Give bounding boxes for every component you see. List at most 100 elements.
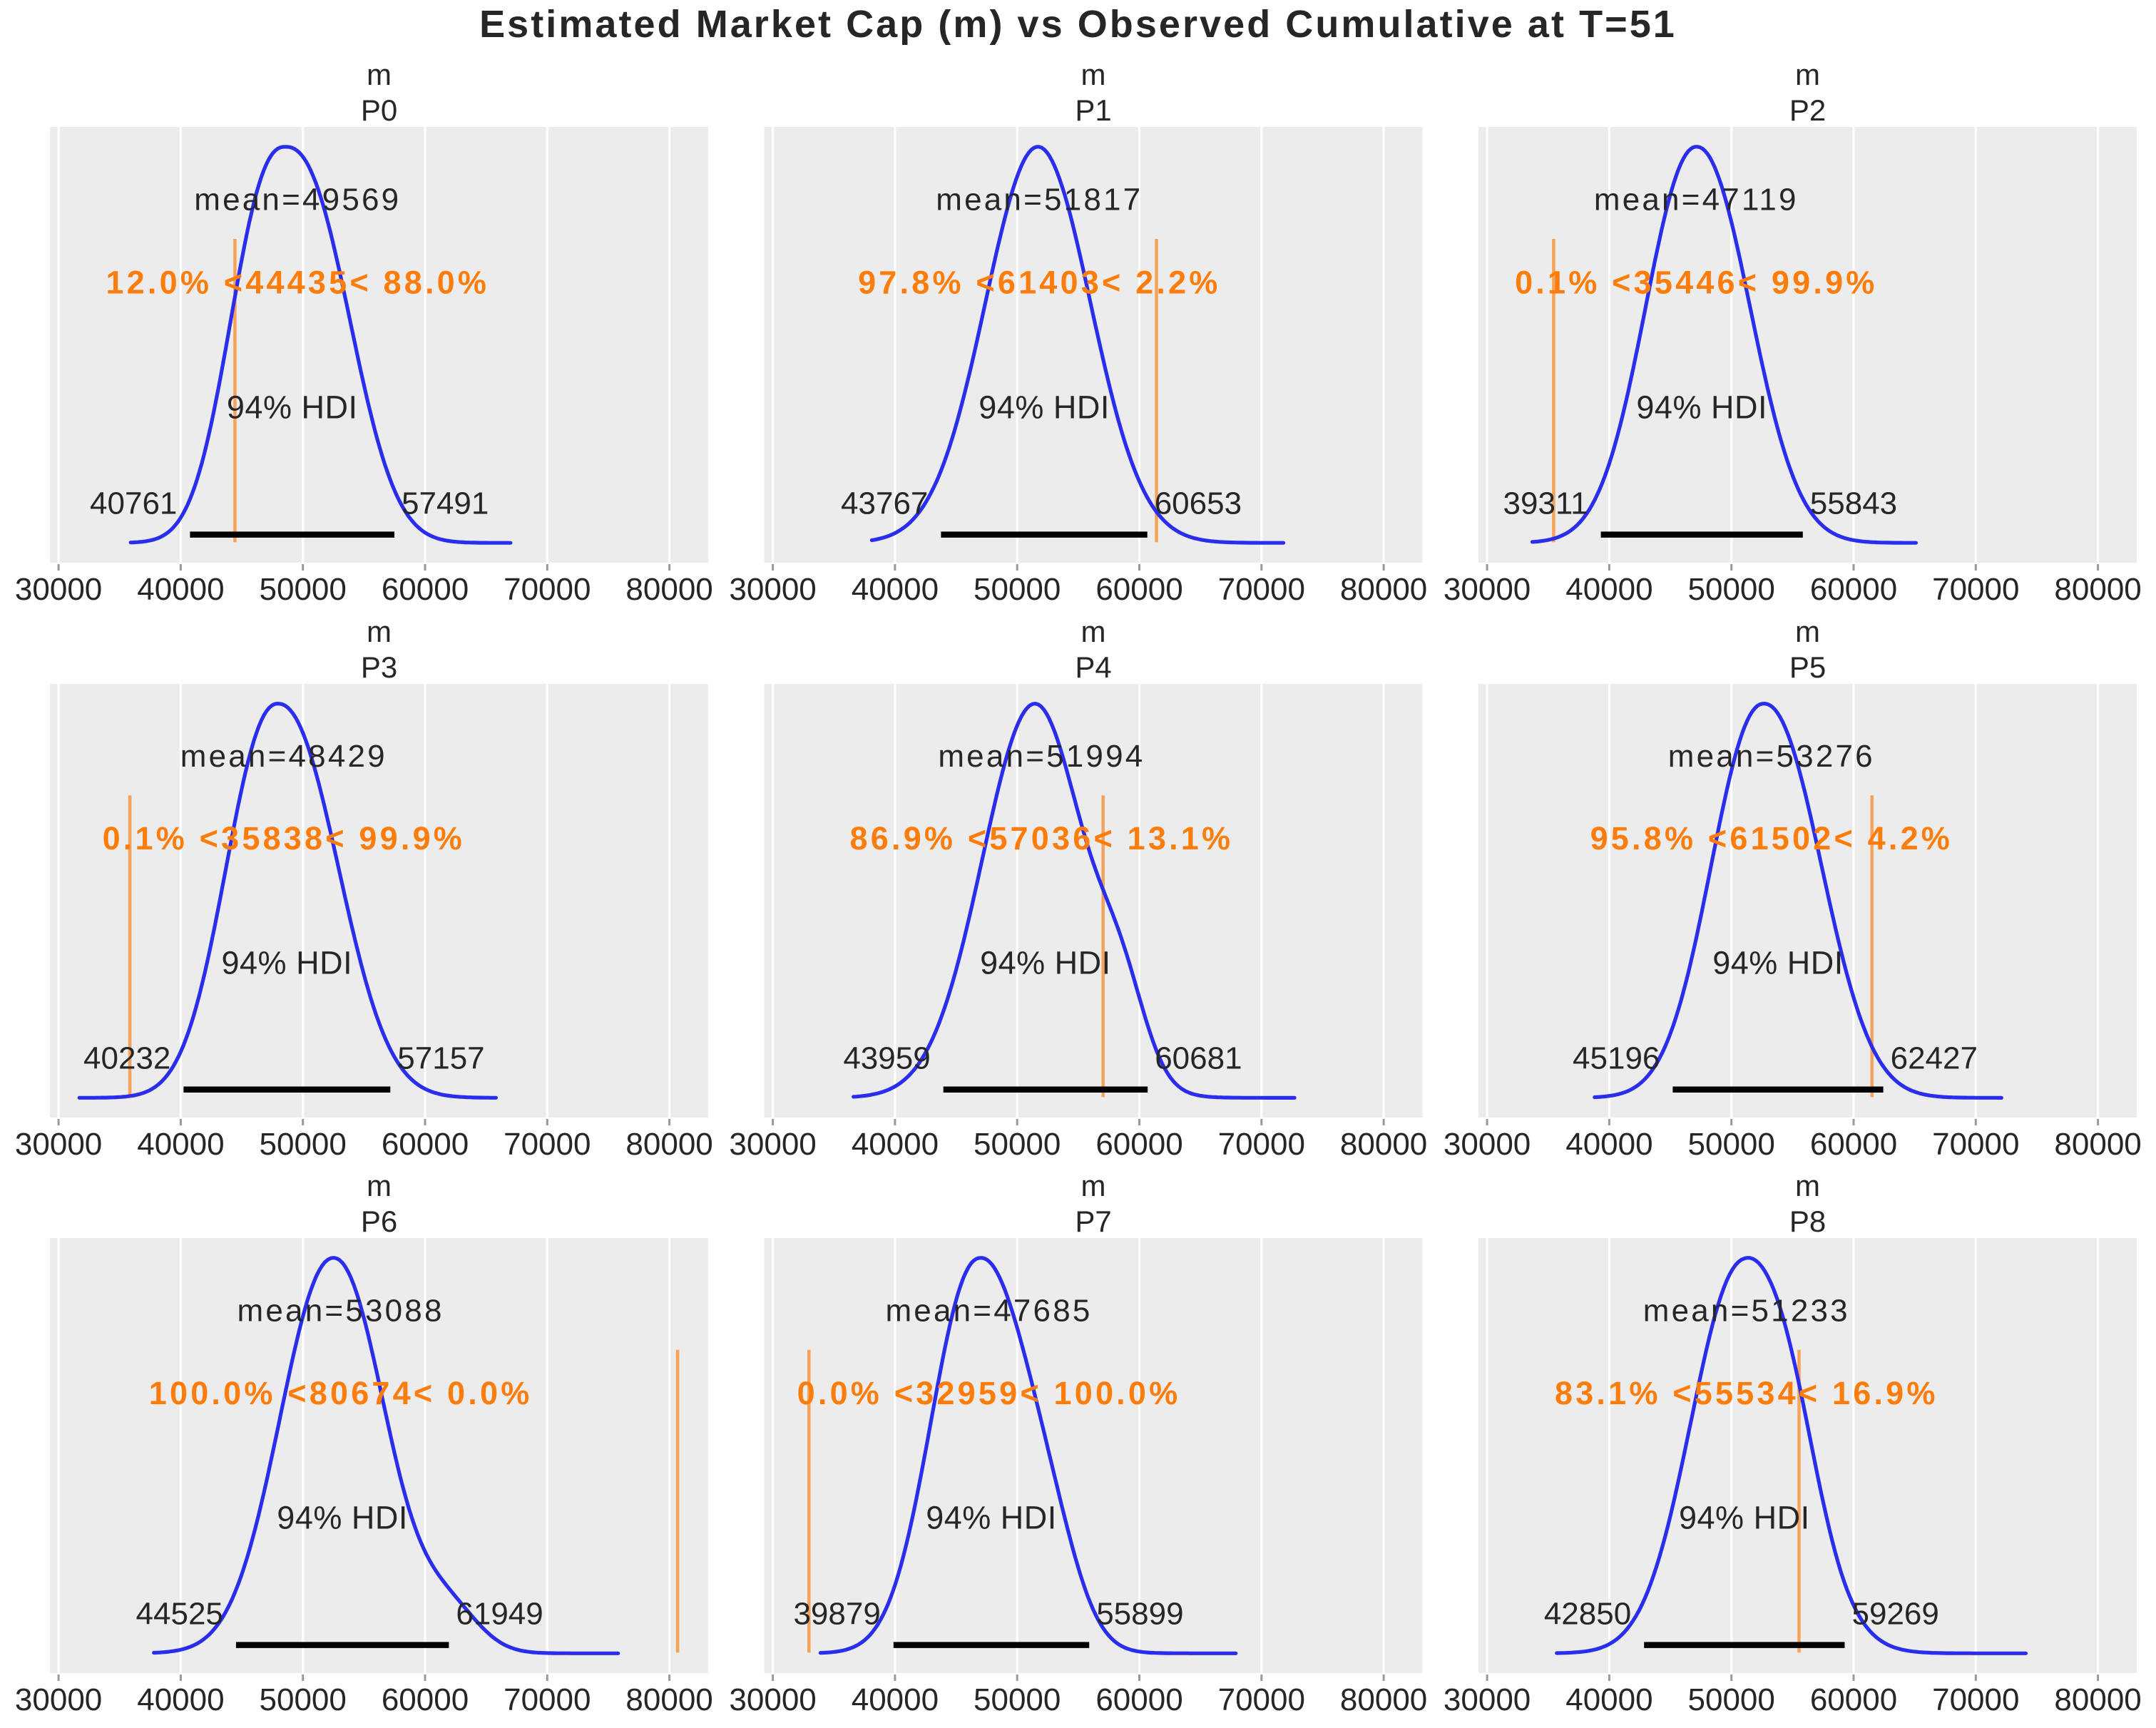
svg-text:60000: 60000: [382, 1127, 469, 1162]
svg-text:57157: 57157: [397, 1041, 484, 1076]
svg-text:94% HDI: 94% HDI: [1679, 1500, 1810, 1536]
svg-text:59269: 59269: [1852, 1597, 1939, 1632]
svg-text:P0: P0: [361, 93, 397, 127]
svg-text:70000: 70000: [1932, 1682, 2019, 1717]
svg-text:12.0% <44435< 88.0%: 12.0% <44435< 88.0%: [106, 264, 489, 300]
svg-text:94% HDI: 94% HDI: [980, 944, 1111, 981]
svg-text:mean=47685: mean=47685: [885, 1294, 1092, 1329]
svg-text:mean=48429: mean=48429: [180, 739, 387, 774]
svg-text:97.8% <61403< 2.2%: 97.8% <61403< 2.2%: [858, 264, 1220, 300]
svg-text:100.0% <80674< 0.0%: 100.0% <80674< 0.0%: [149, 1375, 533, 1411]
svg-text:62427: 62427: [1891, 1041, 1978, 1076]
svg-text:80000: 80000: [1340, 572, 1427, 607]
svg-text:30000: 30000: [729, 1127, 816, 1162]
svg-text:60653: 60653: [1155, 486, 1242, 521]
svg-text:60000: 60000: [1095, 1682, 1182, 1717]
svg-text:P4: P4: [1075, 650, 1111, 684]
svg-text:86.9% <57036< 13.1%: 86.9% <57036< 13.1%: [850, 820, 1234, 857]
svg-text:m: m: [367, 58, 392, 91]
svg-text:P7: P7: [1075, 1205, 1111, 1238]
svg-text:94% HDI: 94% HDI: [277, 1500, 408, 1536]
svg-text:60000: 60000: [1810, 1127, 1897, 1162]
svg-text:50000: 50000: [260, 572, 347, 607]
svg-text:95.8% <61502< 4.2%: 95.8% <61502< 4.2%: [1590, 820, 1953, 857]
svg-text:94% HDI: 94% HDI: [1636, 389, 1767, 425]
svg-text:50000: 50000: [974, 1127, 1061, 1162]
svg-text:60681: 60681: [1155, 1041, 1242, 1076]
svg-text:60000: 60000: [1810, 1682, 1897, 1717]
svg-text:80000: 80000: [625, 1682, 712, 1717]
svg-text:m: m: [1795, 1169, 1820, 1202]
svg-text:mean=47119: mean=47119: [1594, 183, 1799, 218]
svg-text:50000: 50000: [974, 572, 1061, 607]
svg-text:mean=49569: mean=49569: [194, 183, 401, 218]
svg-text:39311: 39311: [1503, 486, 1588, 521]
svg-text:Estimated Market Cap (m) vs Ob: Estimated Market Cap (m) vs Observed Cum…: [479, 3, 1677, 46]
svg-text:m: m: [1081, 615, 1106, 648]
svg-text:P8: P8: [1789, 1205, 1826, 1238]
svg-text:30000: 30000: [15, 1682, 102, 1717]
svg-text:80000: 80000: [1340, 1682, 1427, 1717]
svg-text:40000: 40000: [852, 1127, 939, 1162]
svg-text:mean=53276: mean=53276: [1668, 739, 1875, 774]
svg-text:40000: 40000: [1565, 1682, 1652, 1717]
svg-text:40000: 40000: [1565, 1127, 1652, 1162]
svg-text:44525: 44525: [136, 1597, 223, 1632]
svg-text:61949: 61949: [456, 1597, 543, 1632]
svg-text:60000: 60000: [382, 572, 469, 607]
svg-text:80000: 80000: [625, 572, 712, 607]
svg-text:P1: P1: [1075, 93, 1111, 127]
svg-text:80000: 80000: [2054, 572, 2141, 607]
svg-text:40000: 40000: [1565, 572, 1652, 607]
svg-text:43959: 43959: [843, 1041, 930, 1076]
svg-text:80000: 80000: [1340, 1127, 1427, 1162]
svg-text:50000: 50000: [1688, 572, 1775, 607]
svg-text:60000: 60000: [1095, 572, 1182, 607]
svg-text:30000: 30000: [15, 572, 102, 607]
svg-text:P5: P5: [1789, 650, 1826, 684]
svg-text:45196: 45196: [1573, 1041, 1660, 1076]
svg-text:m: m: [1081, 58, 1106, 91]
svg-text:39879: 39879: [793, 1597, 880, 1632]
svg-text:30000: 30000: [15, 1127, 102, 1162]
svg-text:70000: 70000: [504, 1127, 591, 1162]
svg-text:94% HDI: 94% HDI: [227, 389, 358, 425]
svg-text:40761: 40761: [90, 486, 177, 521]
svg-text:40232: 40232: [83, 1041, 170, 1076]
svg-text:0.0% <32959< 100.0%: 0.0% <32959< 100.0%: [797, 1375, 1181, 1411]
svg-text:m: m: [1795, 58, 1820, 91]
svg-text:m: m: [1081, 1169, 1106, 1202]
svg-text:30000: 30000: [1444, 1682, 1531, 1717]
svg-text:83.1% <55534< 16.9%: 83.1% <55534< 16.9%: [1555, 1375, 1938, 1411]
svg-text:80000: 80000: [2054, 1127, 2141, 1162]
svg-text:30000: 30000: [729, 572, 816, 607]
svg-text:30000: 30000: [1444, 572, 1531, 607]
svg-text:0.1% <35446< 99.9%: 0.1% <35446< 99.9%: [1515, 264, 1877, 300]
svg-text:40000: 40000: [137, 572, 224, 607]
svg-text:50000: 50000: [260, 1682, 347, 1717]
svg-text:80000: 80000: [2054, 1682, 2141, 1717]
svg-text:70000: 70000: [504, 1682, 591, 1717]
svg-text:mean=51994: mean=51994: [938, 739, 1145, 774]
svg-text:m: m: [367, 1169, 392, 1202]
svg-text:40000: 40000: [852, 1682, 939, 1717]
svg-text:70000: 70000: [1218, 1127, 1305, 1162]
svg-text:94% HDI: 94% HDI: [979, 389, 1110, 425]
svg-text:60000: 60000: [1810, 572, 1897, 607]
svg-text:0.1% <35838< 99.9%: 0.1% <35838< 99.9%: [103, 820, 465, 857]
svg-text:80000: 80000: [625, 1127, 712, 1162]
svg-text:70000: 70000: [1218, 1682, 1305, 1717]
svg-text:94% HDI: 94% HDI: [222, 944, 353, 981]
svg-text:50000: 50000: [1688, 1127, 1775, 1162]
svg-text:70000: 70000: [1932, 1127, 2019, 1162]
svg-text:94% HDI: 94% HDI: [1712, 944, 1844, 981]
svg-text:42850: 42850: [1544, 1597, 1631, 1632]
svg-text:30000: 30000: [1444, 1127, 1531, 1162]
svg-text:P6: P6: [361, 1205, 397, 1238]
svg-text:40000: 40000: [137, 1127, 224, 1162]
svg-text:mean=51233: mean=51233: [1643, 1294, 1850, 1329]
svg-text:70000: 70000: [1932, 572, 2019, 607]
svg-text:57491: 57491: [402, 486, 489, 521]
svg-text:m: m: [367, 615, 392, 648]
svg-text:70000: 70000: [504, 572, 591, 607]
